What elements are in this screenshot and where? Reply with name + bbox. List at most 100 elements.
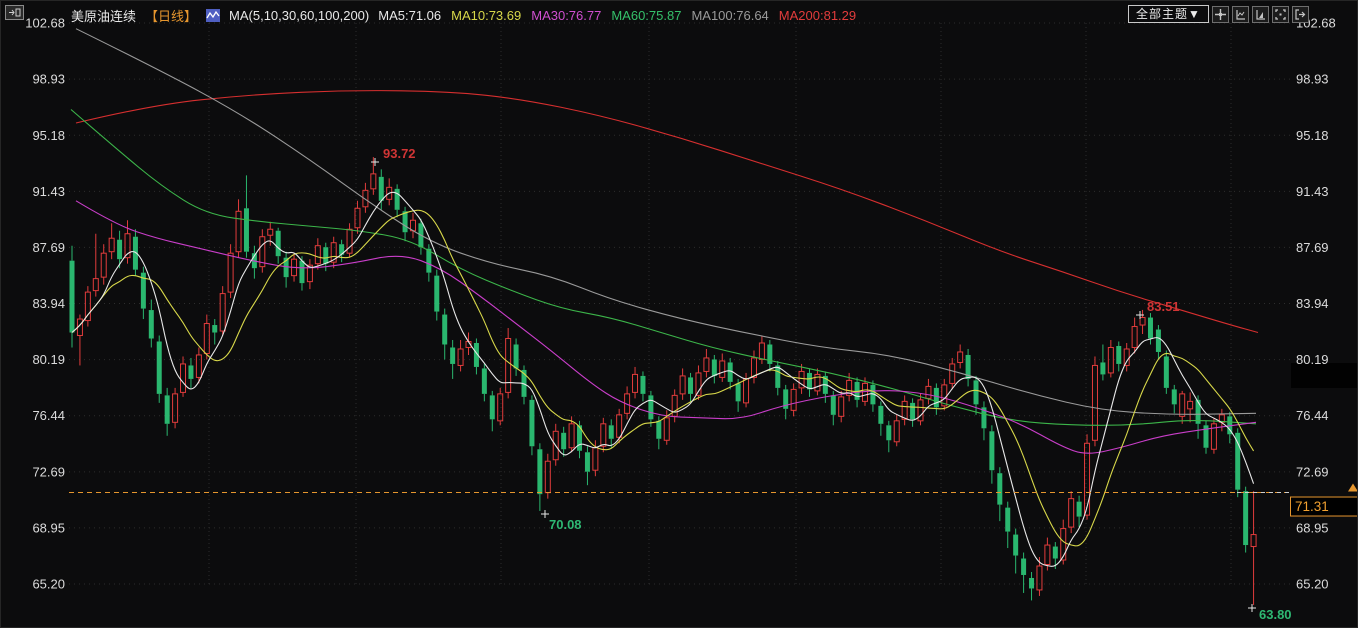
candle-body bbox=[473, 342, 479, 367]
candle-body bbox=[489, 395, 495, 420]
chart-axis-left-icon-button[interactable] bbox=[1231, 5, 1249, 23]
candle-body bbox=[1091, 364, 1098, 441]
candle-body bbox=[267, 228, 274, 236]
candle-body bbox=[671, 394, 678, 417]
candle-body bbox=[783, 389, 789, 409]
candle-body bbox=[434, 275, 440, 312]
move-crosshair-icon-button[interactable] bbox=[1211, 5, 1229, 23]
candle-body bbox=[973, 380, 979, 405]
candle-body bbox=[949, 363, 956, 384]
ma-line-ma200 bbox=[75, 90, 1259, 334]
price-axis-label-right: 68.95 bbox=[1296, 520, 1329, 535]
candle-body bbox=[989, 431, 995, 471]
price-axis-label-right: 95.18 bbox=[1296, 128, 1329, 143]
candle-body bbox=[910, 402, 916, 420]
chart-header: 美原油连续 【日线】 MA(5,10,30,60,100,200) MA5:71… bbox=[71, 6, 856, 24]
candle-body bbox=[402, 211, 408, 233]
candle-body bbox=[846, 379, 853, 396]
exit-panel-icon-button[interactable] bbox=[1291, 5, 1309, 23]
candles bbox=[69, 157, 1257, 605]
grid bbox=[69, 22, 1291, 585]
candle-body bbox=[632, 373, 639, 393]
price-axis-label-right: 65.20 bbox=[1296, 576, 1329, 591]
candle-body bbox=[481, 368, 487, 394]
candle-body bbox=[513, 344, 519, 369]
candle-body bbox=[608, 425, 614, 439]
candle-body bbox=[679, 375, 686, 395]
candle-body bbox=[862, 382, 868, 402]
candle-body bbox=[354, 207, 361, 229]
extreme-cross-marker-icon bbox=[1136, 311, 1144, 319]
theme-dropdown[interactable]: 全部主题▼ bbox=[1128, 5, 1209, 23]
candle-body bbox=[1076, 501, 1082, 517]
ma-value-ma10: MA10:73.69 bbox=[451, 7, 522, 23]
candle-body bbox=[450, 347, 456, 364]
extreme-price-label: 63.80 bbox=[1259, 607, 1292, 622]
candle-body bbox=[981, 407, 987, 429]
candle-body bbox=[426, 248, 432, 273]
candle-body bbox=[568, 423, 575, 449]
candle-body bbox=[117, 239, 123, 260]
indicator-icon[interactable] bbox=[206, 8, 221, 22]
candle-body bbox=[346, 228, 353, 254]
candle-body bbox=[1131, 326, 1138, 348]
chart-axis-right-icon-button[interactable] bbox=[1251, 5, 1269, 23]
candle-body bbox=[577, 425, 583, 451]
ma-value-ma100: MA100:76.64 bbox=[691, 7, 769, 23]
ma-line-ma10 bbox=[71, 209, 1255, 547]
candle-body bbox=[362, 189, 369, 208]
candle-body bbox=[1068, 498, 1075, 528]
candle-body bbox=[108, 237, 115, 253]
candle-body bbox=[561, 432, 567, 450]
candle-body bbox=[648, 395, 654, 420]
candle-body bbox=[457, 348, 464, 366]
toolbar: 全部主题▼ bbox=[1128, 5, 1309, 23]
candle-body bbox=[727, 362, 733, 382]
candle-body bbox=[886, 425, 892, 441]
candle-body bbox=[1195, 399, 1201, 424]
candle-body bbox=[505, 338, 512, 393]
candle-body bbox=[370, 173, 377, 190]
candle-body bbox=[259, 236, 266, 268]
price-marker-arrow-icon bbox=[1348, 483, 1357, 492]
candle-body bbox=[711, 359, 717, 376]
candle-body bbox=[1044, 544, 1051, 566]
candle-body bbox=[925, 385, 932, 399]
candle-body bbox=[339, 244, 345, 255]
extreme-cross-marker-icon bbox=[541, 510, 549, 518]
candle-body bbox=[870, 384, 876, 405]
candle-body bbox=[965, 354, 971, 379]
fullscreen-icon-button[interactable] bbox=[1271, 5, 1289, 23]
candle-body bbox=[1179, 393, 1186, 417]
candle-body bbox=[838, 396, 845, 417]
candle-body bbox=[84, 291, 91, 322]
candle-body bbox=[1187, 400, 1194, 410]
candle-body bbox=[299, 260, 305, 284]
candle-body bbox=[552, 430, 559, 461]
price-axis-label-right: 76.44 bbox=[1296, 408, 1329, 423]
price-axis-label-right: 87.69 bbox=[1296, 240, 1329, 255]
ma-value-ma30: MA30:76.77 bbox=[531, 7, 602, 23]
candle-body bbox=[1171, 389, 1177, 405]
candle-body bbox=[195, 354, 202, 378]
candle-body bbox=[521, 369, 527, 397]
candle-body bbox=[1155, 329, 1161, 352]
ma-line-ma5 bbox=[71, 191, 1255, 567]
candle-body bbox=[790, 388, 797, 411]
candle-body bbox=[378, 176, 384, 201]
price-axis-label-right: 91.43 bbox=[1296, 184, 1329, 199]
candle-body bbox=[893, 420, 900, 443]
candle-body bbox=[275, 230, 281, 257]
candle-body bbox=[164, 395, 170, 424]
candle-body bbox=[442, 314, 448, 345]
ma-formula-label: MA(5,10,30,60,100,200) bbox=[229, 7, 370, 23]
candle-body bbox=[1243, 491, 1249, 546]
candle-body bbox=[957, 351, 964, 363]
candle-body bbox=[719, 360, 726, 378]
candle-body bbox=[878, 405, 884, 424]
candle-body bbox=[592, 447, 599, 471]
restore-panel-icon[interactable] bbox=[5, 5, 24, 20]
candle-body bbox=[227, 252, 234, 293]
